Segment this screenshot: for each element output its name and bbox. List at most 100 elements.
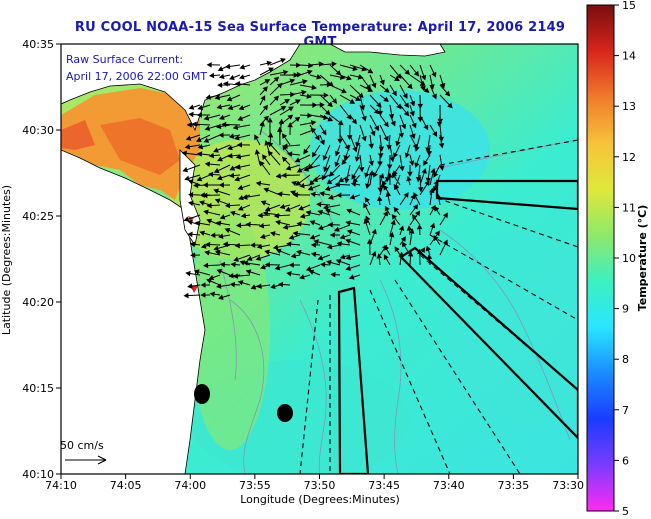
- current-vector-head: [385, 191, 391, 198]
- current-vector-head: [343, 155, 349, 161]
- current-vector-head: [264, 206, 271, 212]
- x-tick-label: 74:05: [110, 479, 142, 492]
- current-vector-head: [423, 87, 430, 93]
- current-vector-head: [196, 136, 202, 142]
- current-vector-head: [374, 125, 379, 132]
- current-vector-head: [307, 185, 314, 191]
- current-vector-head: [278, 118, 285, 125]
- colorbar-tick-label: 12: [622, 151, 636, 164]
- current-vector-head: [361, 115, 367, 122]
- current-vector-head: [215, 123, 222, 130]
- current-vector-head: [309, 220, 316, 226]
- current-vector-head: [377, 161, 383, 167]
- current-vector-head: [398, 132, 405, 139]
- current-vector-head: [199, 200, 205, 206]
- current-vector-head: [426, 253, 433, 260]
- current-vector-head: [187, 283, 193, 289]
- current-vector-head: [420, 74, 427, 81]
- current-vector-head: [368, 143, 374, 150]
- current-vector-head: [311, 84, 317, 90]
- current-vector-head: [259, 121, 265, 127]
- current-vector-head: [295, 180, 302, 186]
- current-vector-head: [411, 122, 417, 129]
- current-vector-head: [186, 122, 192, 128]
- current-vector-head: [191, 121, 197, 127]
- current-vector-head: [298, 205, 304, 211]
- current-vector-head: [345, 238, 351, 244]
- current-vector-head: [403, 102, 409, 109]
- current-vector-head: [410, 133, 416, 140]
- current-vector-head: [270, 231, 276, 237]
- current-vector-head: [282, 224, 289, 230]
- current-vector-head: [383, 254, 389, 260]
- current-vector-head: [406, 175, 412, 182]
- current-vector-head: [235, 164, 241, 170]
- current-vector-head: [439, 165, 445, 171]
- current-vector-head: [223, 81, 229, 87]
- current-vector-head: [187, 179, 194, 185]
- current-vector-head: [402, 93, 408, 99]
- current-vector-head: [185, 270, 191, 277]
- current-vector-head: [326, 179, 333, 185]
- current-vector-head: [371, 251, 377, 257]
- warm-patch: [170, 140, 310, 260]
- current-vector-head: [331, 98, 337, 104]
- current-vector-head: [272, 244, 279, 250]
- current-vector-head: [324, 185, 331, 191]
- current-vector-head: [316, 74, 322, 80]
- current-vector-head: [305, 265, 312, 272]
- current-vector-head: [187, 219, 193, 226]
- current-vector-head: [228, 172, 235, 179]
- current-vector-head: [351, 174, 357, 180]
- current-vector-head: [291, 180, 297, 187]
- current-vector-head: [350, 181, 357, 187]
- current-vector-head: [215, 249, 221, 256]
- current-vector-head: [432, 131, 438, 137]
- current-vector-head: [409, 110, 415, 117]
- current-vector-head: [346, 208, 352, 214]
- current-vector-head: [217, 233, 224, 239]
- current-vector-head: [354, 156, 361, 162]
- current-vector-head: [364, 172, 370, 179]
- current-vector-head: [237, 205, 244, 211]
- current-vector-head: [213, 245, 219, 251]
- current-vector-head: [267, 117, 273, 123]
- current-vector-head: [287, 151, 293, 157]
- current-vector-head: [222, 241, 228, 248]
- current-vector-head: [425, 177, 432, 184]
- colorbar-title: Temperature (°C): [636, 205, 649, 312]
- current-vector-head: [290, 253, 297, 259]
- buoy-marker: [194, 384, 210, 404]
- current-vector-head: [184, 143, 191, 150]
- current-vector-head: [264, 79, 271, 85]
- current-vector-head: [285, 206, 291, 212]
- current-vector-head: [414, 162, 420, 168]
- current-vector-head: [346, 75, 352, 81]
- current-vector-head: [336, 192, 342, 198]
- sampling-box-south: [337, 286, 370, 474]
- y-tick-label: 40:25: [22, 210, 54, 223]
- current-vector-head: [219, 114, 225, 120]
- current-vector-head: [371, 82, 377, 89]
- y-tick-label: 40:10: [22, 468, 54, 481]
- current-vector-head: [203, 115, 210, 121]
- current-vector-head: [280, 106, 287, 111]
- current-vector-head: [188, 104, 195, 110]
- legend-line2: April 17, 2006 22:00 GMT: [66, 70, 207, 83]
- current-vector-head: [404, 69, 411, 76]
- current-vector-head: [431, 93, 437, 100]
- current-vector-head: [339, 234, 346, 240]
- warm-bay-core: [100, 118, 180, 175]
- current-vector-head: [402, 241, 408, 248]
- y-tick-label: 40:35: [22, 38, 54, 51]
- land-long-island: [329, 44, 446, 57]
- current-vector-head: [267, 150, 274, 157]
- current-vector-head: [321, 129, 327, 136]
- current-vector-head: [236, 142, 243, 148]
- current-vector-head: [338, 177, 345, 183]
- current-vector-head: [218, 132, 224, 138]
- current-vector-head: [216, 269, 223, 275]
- current-vector-head: [273, 95, 279, 102]
- current-vector-head: [203, 262, 209, 269]
- colorbar-tick-label: 14: [622, 50, 636, 63]
